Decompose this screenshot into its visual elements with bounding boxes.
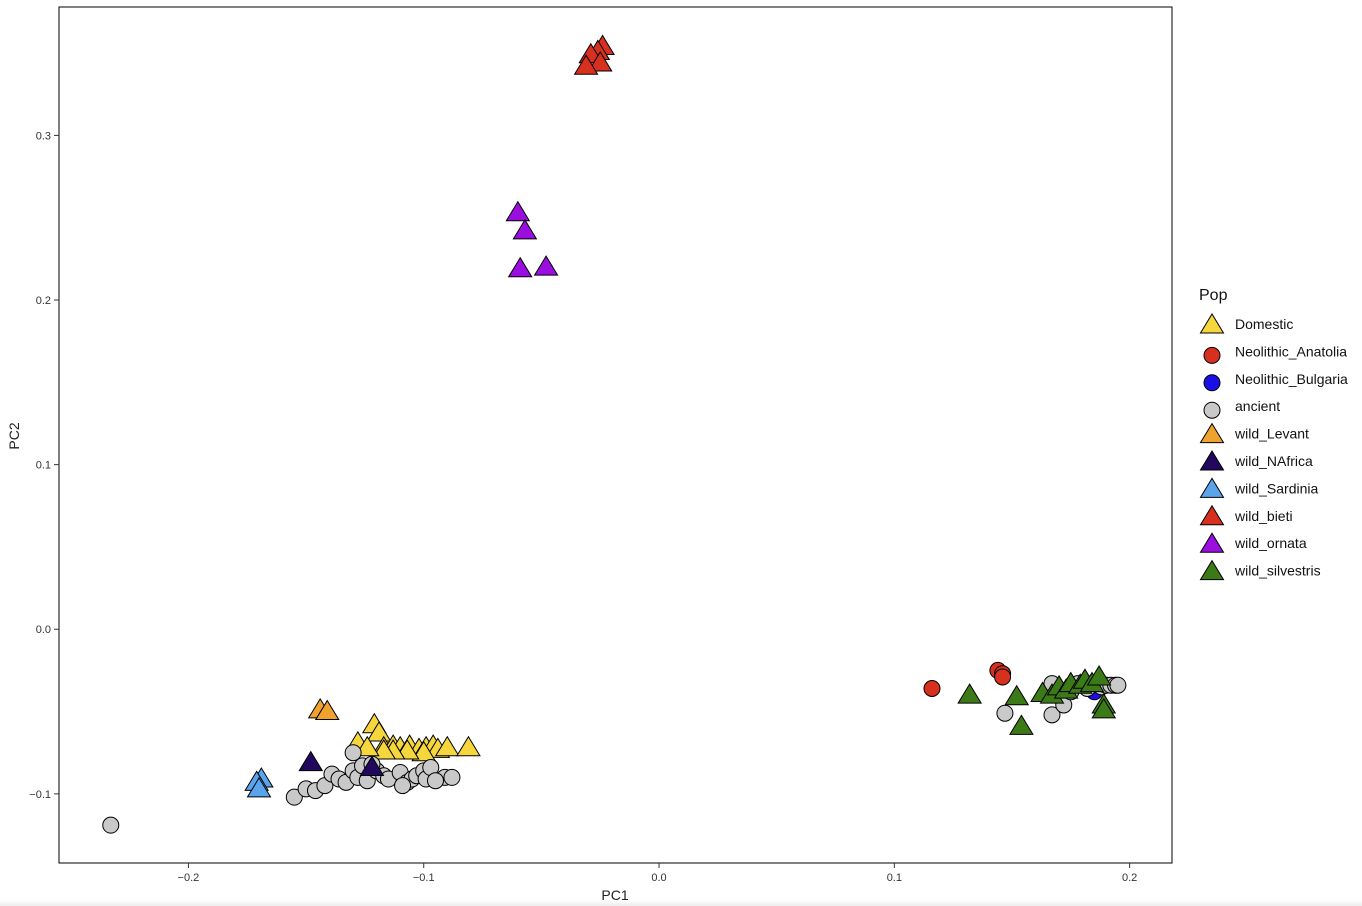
series-wild_bieti <box>573 34 615 75</box>
data-point <box>1004 684 1030 706</box>
series-wild_Levant <box>307 697 340 721</box>
series-Domestic <box>345 712 481 762</box>
data-point <box>996 704 1014 722</box>
data-point <box>285 788 303 806</box>
x-tick-label: 0.1 <box>887 872 902 884</box>
legend-key <box>1199 422 1225 444</box>
data-point <box>298 750 324 772</box>
legend-label: wild_NAfrica <box>1234 453 1313 469</box>
series-wild_ornata <box>505 200 559 278</box>
y-tick-label: 0.2 <box>36 295 51 307</box>
legend-item: Domestic <box>1199 313 1293 334</box>
data-point <box>587 51 613 72</box>
x-tick-label: 0.0 <box>651 872 666 884</box>
legend-key <box>1199 504 1225 526</box>
y-tick-label: 0.1 <box>36 460 51 472</box>
series-wild_silvestris <box>957 665 1117 735</box>
data-point <box>456 735 481 757</box>
x-tick-label: −0.2 <box>178 872 200 884</box>
data-point <box>957 683 983 704</box>
x-axis-ticks: −0.2 −0.1 0.0 0.1 0.2 <box>178 863 1137 884</box>
legend-item: wild_ornata <box>1199 532 1307 553</box>
legend-key <box>1199 532 1225 553</box>
data-point <box>923 680 941 698</box>
data-point <box>344 744 362 762</box>
legend-key <box>1199 313 1225 334</box>
data-point <box>359 755 385 777</box>
legend-key <box>1203 346 1221 364</box>
legend-key <box>1203 374 1221 392</box>
legend-label: wild_silvestris <box>1234 563 1321 579</box>
series-Neolithic_Anatolia <box>923 661 1012 698</box>
data-points <box>102 34 1127 834</box>
window-bottom-edge <box>0 900 1362 906</box>
legend-label: wild_Levant <box>1234 426 1309 442</box>
data-point <box>314 699 340 721</box>
legend-label: wild_ornata <box>1234 535 1307 551</box>
data-point <box>512 218 538 240</box>
x-tick-label: 0.2 <box>1122 872 1137 884</box>
series-wild_Sardinia <box>244 767 274 798</box>
legend-key <box>1199 450 1225 471</box>
legend-label: wild_bieti <box>1234 508 1293 524</box>
legend-item: wild_NAfrica <box>1199 450 1313 471</box>
data-point <box>507 256 533 278</box>
data-point <box>1009 714 1034 735</box>
data-point <box>994 668 1012 686</box>
data-point <box>1086 665 1112 686</box>
legend-label: Neolithic_Bulgaria <box>1235 371 1348 387</box>
data-point <box>354 735 380 757</box>
legend-label: Domestic <box>1235 316 1293 332</box>
legend-item: wild_Levant <box>1199 422 1309 444</box>
series-wild_NAfrica <box>298 750 385 777</box>
legend-label: Neolithic_Anatolia <box>1235 343 1347 359</box>
legend-label: wild_Sardinia <box>1234 480 1318 496</box>
legend-title: Pop <box>1199 287 1228 304</box>
legend-label: ancient <box>1235 398 1280 414</box>
x-axis-title: PC1 <box>601 887 628 903</box>
y-tick-label: 0.3 <box>36 130 51 142</box>
data-point <box>394 777 412 795</box>
data-point <box>533 255 559 276</box>
plot-panel <box>58 6 1173 864</box>
data-point <box>102 816 120 834</box>
data-point <box>443 768 461 786</box>
data-point <box>366 720 392 742</box>
legend-key <box>1199 559 1225 581</box>
legend-key <box>1199 477 1225 498</box>
data-point <box>434 735 460 757</box>
y-tick-label: −0.1 <box>29 789 51 801</box>
data-point <box>573 54 599 75</box>
data-point <box>246 776 272 798</box>
legend-item: Neolithic_Bulgaria <box>1203 371 1348 392</box>
data-point <box>426 772 444 790</box>
y-tick-label: 0.0 <box>36 624 51 636</box>
legend-item: ancient <box>1203 398 1280 419</box>
data-point <box>1091 697 1117 719</box>
data-point <box>505 200 531 222</box>
y-axis-title: PC2 <box>6 422 22 449</box>
data-point <box>1043 706 1061 724</box>
data-point <box>1109 676 1127 694</box>
legend-key <box>1203 401 1221 419</box>
data-point <box>411 740 437 762</box>
x-tick-label: −0.1 <box>413 872 435 884</box>
legend-item: Neolithic_Anatolia <box>1203 343 1347 364</box>
legend-item: wild_bieti <box>1199 504 1293 526</box>
legend-item: wild_Sardinia <box>1199 477 1318 498</box>
y-axis-ticks: −0.1 0.0 0.1 0.2 0.3 <box>29 130 59 801</box>
legend: Pop Domestic Neolithic_Anatolia Neolithic_… <box>1199 287 1348 581</box>
legend-item: wild_silvestris <box>1199 559 1321 581</box>
